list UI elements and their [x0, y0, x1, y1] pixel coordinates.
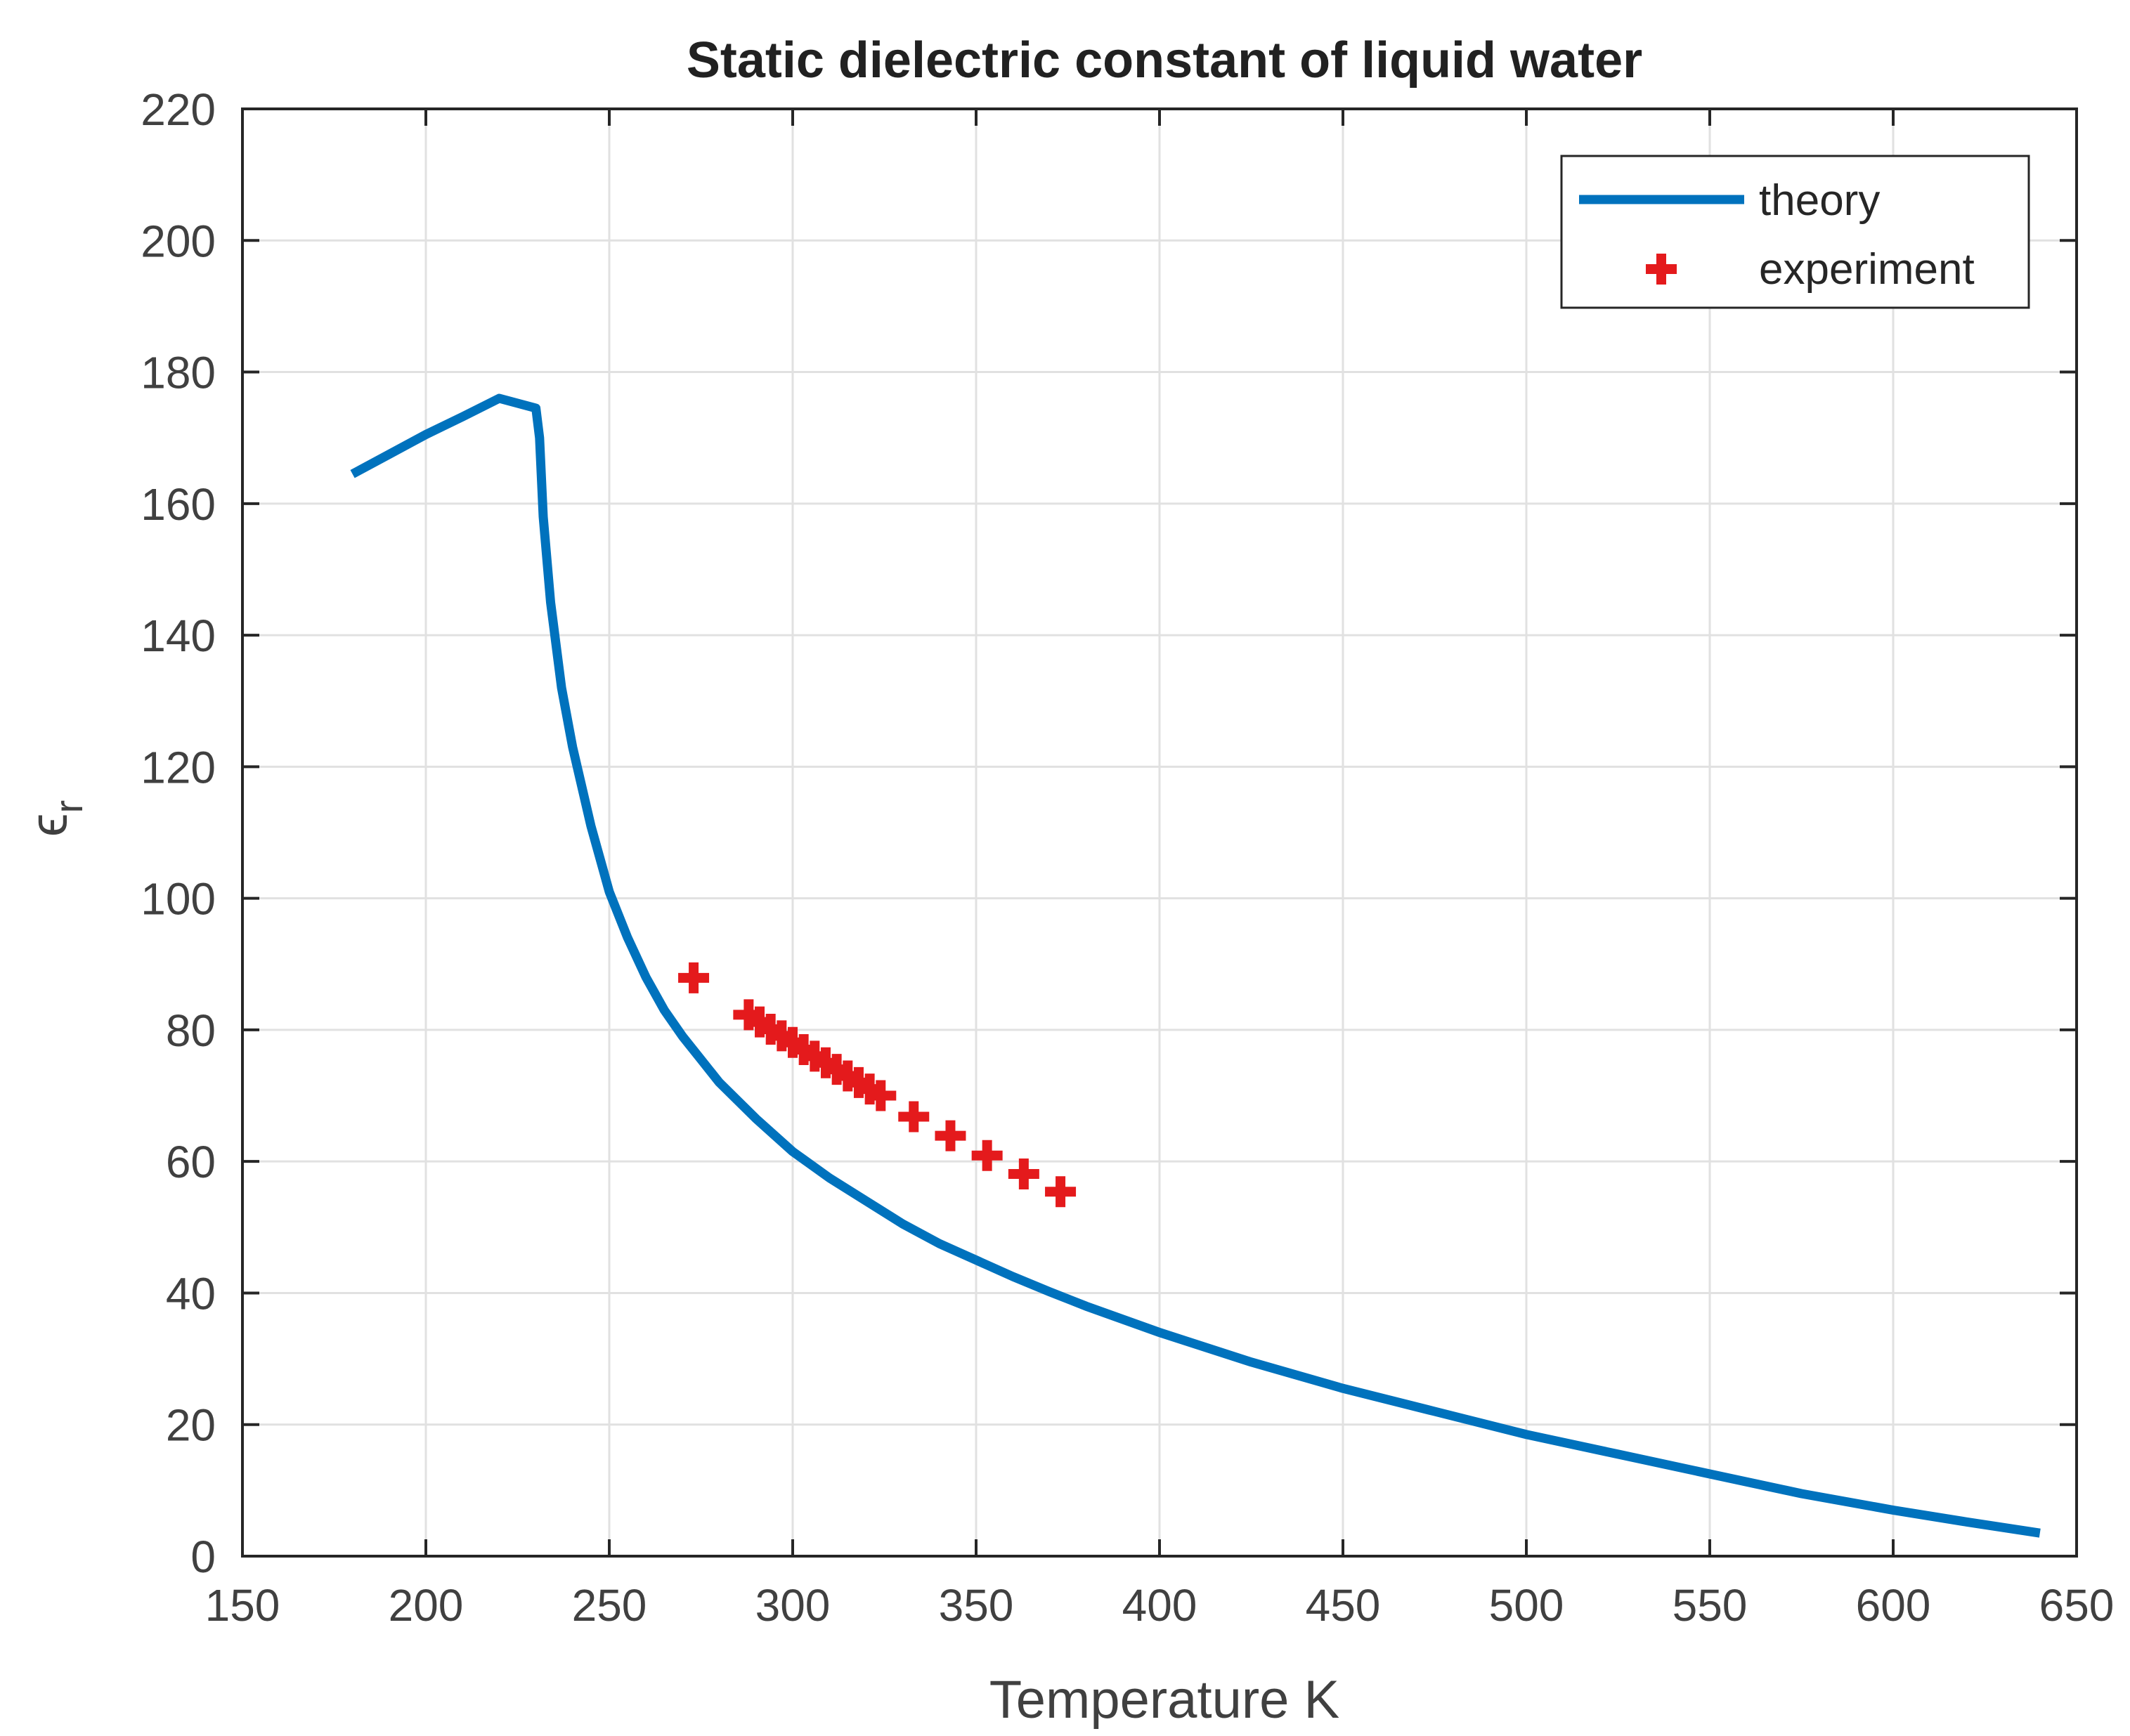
x-tick-label: 150: [205, 1580, 280, 1631]
x-tick-label: 650: [2039, 1580, 2115, 1631]
y-tick-labels: 0 20 40 60 80 100 120 140 160 180 200 220: [141, 84, 216, 1582]
y-axis-title-text: ϵr: [19, 800, 91, 837]
y-tick-label: 200: [141, 216, 216, 266]
experiment-point: [678, 962, 710, 993]
y-tick-label: 60: [166, 1137, 216, 1187]
experiment-point: [865, 1080, 897, 1111]
axes-frame: [241, 107, 2078, 1558]
legend-experiment-plus: [1646, 254, 1677, 285]
y-tick-label: 160: [141, 479, 216, 530]
x-tick-label: 350: [939, 1580, 1014, 1631]
x-tick-label: 200: [389, 1580, 464, 1631]
y-axis-title-main: ϵ: [19, 814, 79, 837]
y-axis-title: ϵr: [19, 800, 91, 837]
y-tick-label: 80: [166, 1005, 216, 1056]
experiment-point: [898, 1101, 930, 1133]
y-tick-label: 0: [190, 1532, 216, 1582]
legend-box: [1560, 155, 2030, 309]
x-tick-label: 400: [1122, 1580, 1197, 1631]
theory-series-line: [350, 393, 2041, 1538]
y-tick-label: 100: [141, 874, 216, 925]
y-tick-label: 220: [141, 84, 216, 135]
experiment-point: [1045, 1176, 1077, 1208]
legend-experiment-marker: [1646, 254, 1677, 285]
x-axis-title: Temperature K: [989, 1670, 1339, 1730]
experiment-point: [1008, 1158, 1039, 1189]
x-tick-label: 300: [755, 1580, 831, 1631]
x-tick-label: 250: [572, 1580, 647, 1631]
legend-theory-label: theory: [1759, 176, 1880, 225]
y-tick-label: 140: [141, 611, 216, 661]
y-axis-title-subscript: r: [46, 800, 91, 814]
experiment-point: [935, 1120, 966, 1151]
x-tick-label: 600: [1856, 1580, 1931, 1631]
experiment-series-points: [678, 962, 1077, 1208]
legend-experiment-label: experiment: [1759, 245, 1975, 294]
legend: theory experiment: [1560, 155, 2030, 309]
x-tick-label: 450: [1306, 1580, 1381, 1631]
y-tick-label: 40: [166, 1268, 216, 1319]
x-tick-label: 550: [1673, 1580, 1748, 1631]
y-tick-label: 20: [166, 1400, 216, 1451]
experiment-point: [971, 1140, 1003, 1171]
x-tick-labels: 150 200 250 300 350 400 450 500 550 600 650: [205, 1580, 2115, 1631]
y-tick-label: 120: [141, 742, 216, 792]
x-tick-label: 500: [1489, 1580, 1564, 1631]
chart-title: Static dielectric constant of liquid wat…: [687, 32, 1642, 89]
y-tick-label: 180: [141, 348, 216, 398]
